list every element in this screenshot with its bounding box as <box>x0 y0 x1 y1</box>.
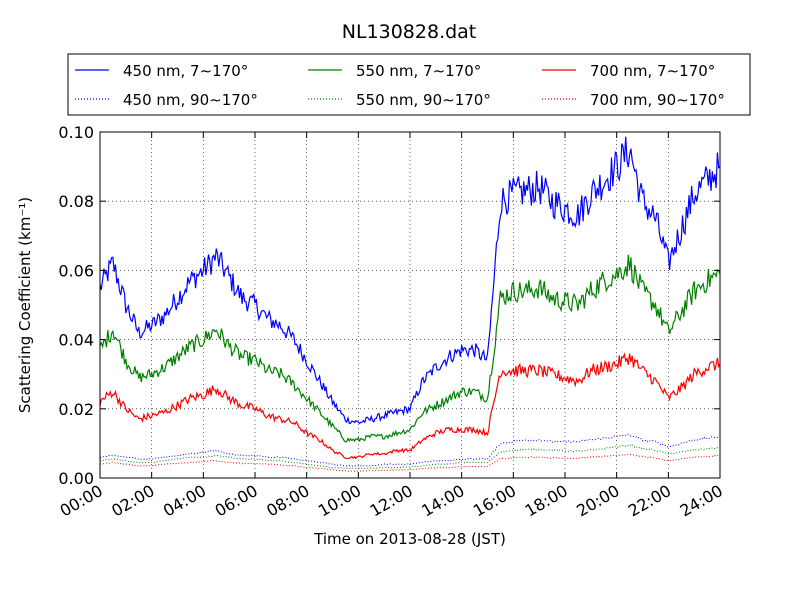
x-axis-label: Time on 2013-08-28 (JST) <box>313 530 506 548</box>
x-tick-label: 20:00 <box>573 481 622 521</box>
legend-label: 550 nm, 90∼170° <box>356 91 491 109</box>
y-tick-label: 0.00 <box>58 469 94 488</box>
y-tick-label: 0.08 <box>58 192 94 211</box>
series-line-0 <box>99 136 721 425</box>
legend-label: 450 nm, 7∼170° <box>123 62 248 80</box>
x-tick-label: 24:00 <box>677 481 726 521</box>
x-tick-label: 06:00 <box>212 481 261 521</box>
legend-label: 550 nm, 7∼170° <box>356 62 481 80</box>
x-tick-label: 12:00 <box>367 481 416 521</box>
x-tick-label: 22:00 <box>625 481 674 521</box>
legend-box <box>67 53 751 116</box>
chart-title: NL130828.dat <box>342 21 477 43</box>
y-tick-label: 0.06 <box>58 261 94 280</box>
x-tick-label: 10:00 <box>315 481 364 521</box>
series-line-4 <box>99 443 721 470</box>
x-tick-label: 04:00 <box>160 481 209 521</box>
x-tick-label: 08:00 <box>263 481 312 521</box>
y-tick-label: 0.04 <box>58 331 94 350</box>
legend-label: 700 nm, 90∼170° <box>590 91 725 109</box>
series-line-2 <box>99 352 721 460</box>
y-tick-label: 0.10 <box>58 123 94 142</box>
legend-label: 700 nm, 7∼170° <box>590 62 715 80</box>
series-line-1 <box>99 254 721 443</box>
x-tick-label: 18:00 <box>522 481 571 521</box>
y-tick-label: 0.02 <box>58 400 94 419</box>
series-line-5 <box>99 453 721 472</box>
x-tick-label: 16:00 <box>470 481 519 521</box>
plot-area: 00:00 02:00 04:00 06:00 08:00 10:00 12:00 14:00… <box>57 123 726 521</box>
legend: 450 nm, 7∼170° 550 nm, 7∼170° 700 nm, 7∼17… <box>67 53 751 116</box>
legend-label: 450 nm, 90∼170° <box>123 91 258 109</box>
y-axis-label: Scattering Coefficient (km⁻¹) <box>16 197 34 413</box>
x-tick-label: 14:00 <box>418 481 467 521</box>
x-tick-label: 02:00 <box>108 481 157 521</box>
